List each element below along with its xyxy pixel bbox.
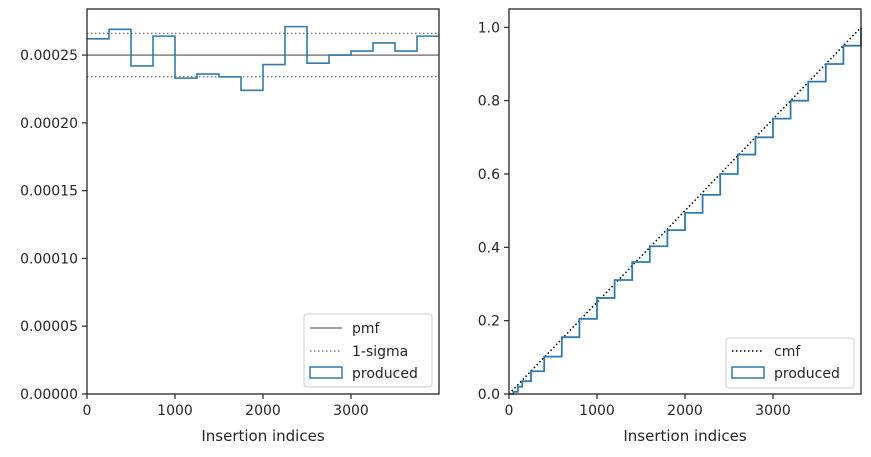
right-x-tick-label: 0 bbox=[505, 403, 514, 419]
right-x-tick-label: 2000 bbox=[667, 403, 703, 419]
right-plot-area bbox=[509, 9, 861, 394]
right-legend-label-produced: produced bbox=[774, 366, 840, 382]
right-y-ticks: 0.0 0.2 0.4 0.6 0.8 1.0 bbox=[478, 20, 509, 403]
left-x-axis-label: Insertion indices bbox=[201, 427, 324, 445]
left-x-tick-label: 0 bbox=[83, 403, 92, 419]
left-x-tick-label: 3000 bbox=[333, 403, 369, 419]
right-legend-label-cmf: cmf bbox=[774, 344, 801, 360]
left-x-ticks: 0 1000 2000 3000 bbox=[83, 394, 369, 419]
left-y-tick-label: 0.00020 bbox=[20, 116, 78, 132]
left-y-tick-label: 0.00015 bbox=[20, 184, 78, 200]
left-legend-label-1-sigma: 1-sigma bbox=[352, 344, 408, 360]
left-legend: pmf 1-sigma produced bbox=[304, 314, 432, 387]
left-y-tick-label: 0.00025 bbox=[20, 48, 78, 64]
right-y-tick-label: 0.0 bbox=[478, 387, 500, 403]
left-y-tick-label: 0.00005 bbox=[20, 319, 78, 335]
right-x-ticks: 0 1000 2000 3000 bbox=[505, 394, 791, 419]
right-x-tick-label: 1000 bbox=[579, 403, 615, 419]
right-panel: 0 1000 2000 3000 0.0 0.2 0.4 0.6 0.8 1.0 Inserti… bbox=[478, 9, 861, 445]
left-y-tick-label: 0.00000 bbox=[20, 387, 78, 403]
left-y-tick-label: 0.00010 bbox=[20, 251, 78, 267]
right-y-tick-label: 0.4 bbox=[478, 240, 500, 256]
right-x-axis-label: Insertion indices bbox=[623, 427, 746, 445]
right-y-tick-label: 1.0 bbox=[478, 20, 500, 36]
left-x-tick-label: 1000 bbox=[157, 403, 193, 419]
left-legend-label-produced: produced bbox=[352, 366, 418, 382]
right-x-tick-label: 3000 bbox=[755, 403, 791, 419]
right-legend: cmf produced bbox=[726, 338, 854, 388]
left-x-tick-label: 2000 bbox=[245, 403, 281, 419]
right-y-tick-label: 0.6 bbox=[478, 167, 500, 183]
left-panel: 0 1000 2000 3000 0.000000.000050.000100.000… bbox=[20, 9, 439, 445]
right-y-tick-label: 0.2 bbox=[478, 314, 500, 330]
left-legend-label-pmf: pmf bbox=[352, 321, 381, 337]
left-y-ticks: 0.00000 0.00005 0.00010 0.00015 0.00020 0.000… bbox=[20, 48, 87, 403]
right-y-tick-label: 0.8 bbox=[478, 94, 500, 110]
